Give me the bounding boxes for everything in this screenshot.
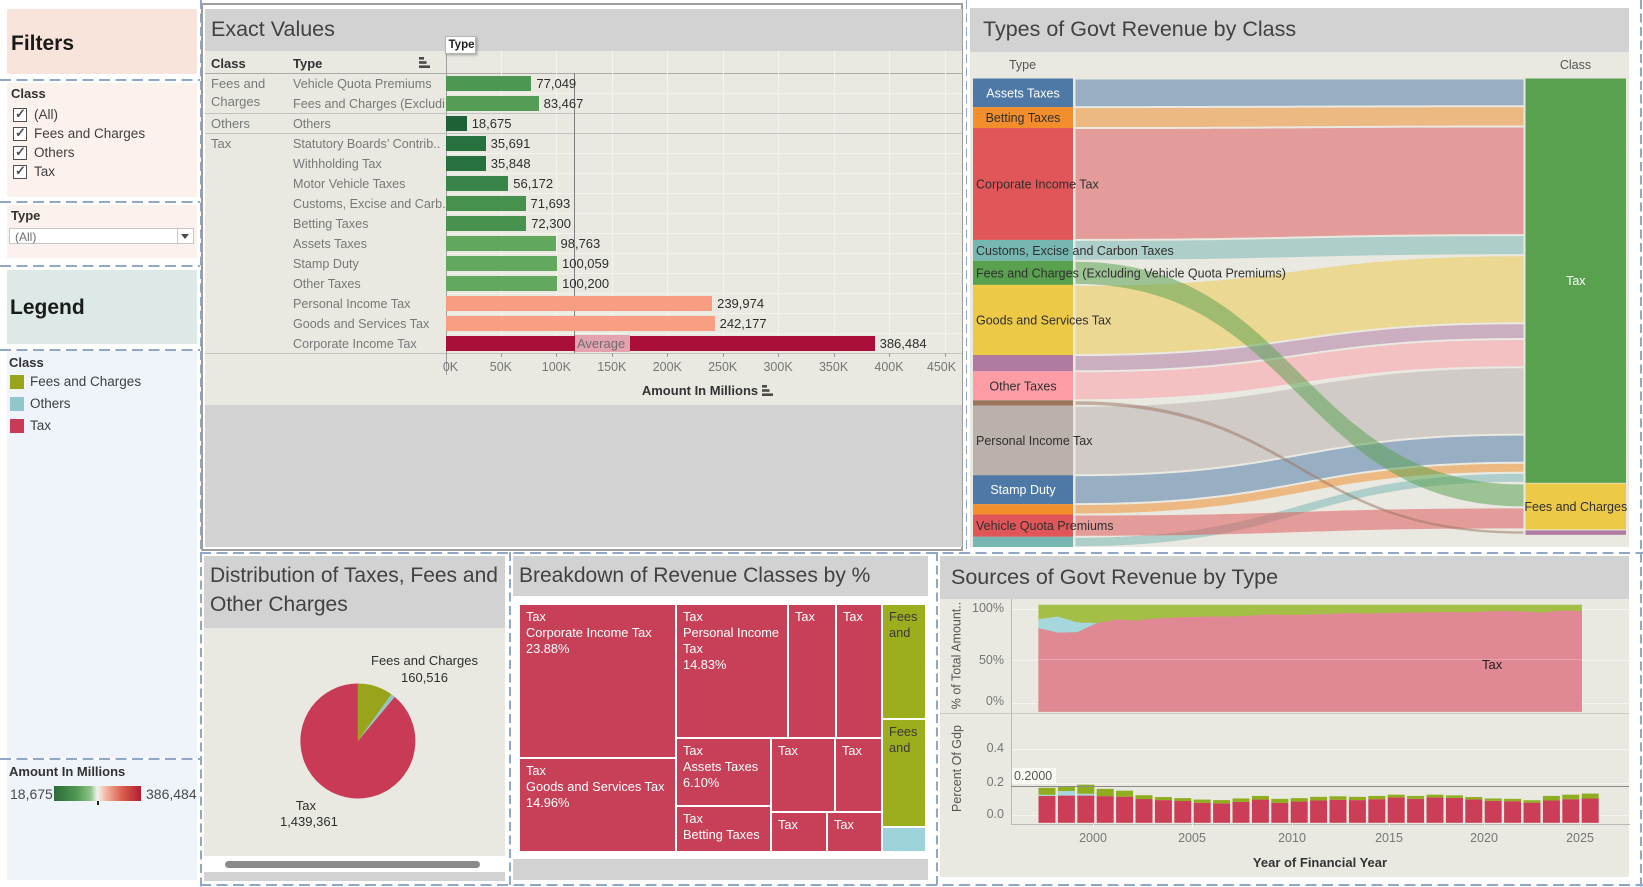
svg-text:Corporate Income Tax: Corporate Income Tax [976,178,1099,192]
svg-text:Stamp Duty: Stamp Duty [990,483,1056,497]
svg-text:Fees and Charges: Fees and Charges [1524,500,1627,514]
svg-text:Goods and Services Tax: Goods and Services Tax [976,314,1112,328]
svg-text:Tax: Tax [1566,274,1586,288]
svg-text:Customs, Excise and Carbon Tax: Customs, Excise and Carbon Taxes [976,244,1174,258]
svg-text:Personal Income Tax: Personal Income Tax [976,434,1093,448]
svg-text:Fees and Charges (Excluding Ve: Fees and Charges (Excluding Vehicle Quot… [976,266,1286,280]
svg-text:Vehicle Quota Premiums: Vehicle Quota Premiums [976,519,1114,533]
svg-text:Other Taxes: Other Taxes [989,379,1056,393]
svg-text:Assets Taxes: Assets Taxes [986,86,1059,100]
svg-text:Betting Taxes: Betting Taxes [986,111,1061,125]
